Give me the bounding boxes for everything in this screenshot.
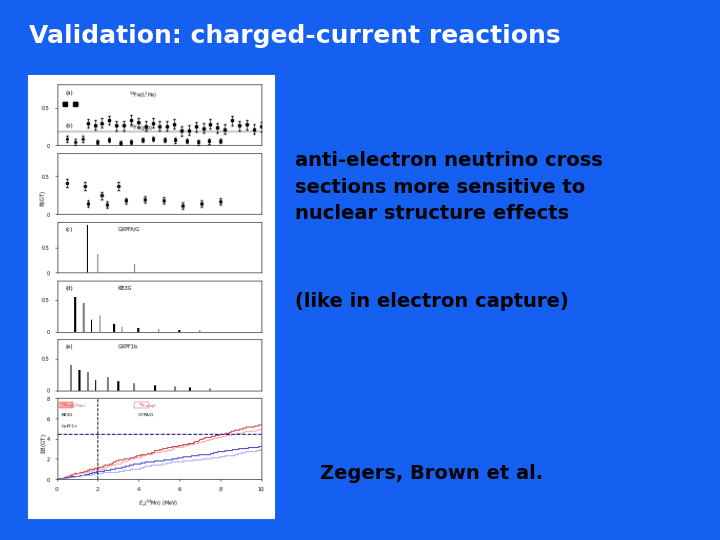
Text: Zegers, Brown et al.: Zegers, Brown et al.	[320, 464, 544, 483]
Text: (like in electron capture): (like in electron capture)	[295, 292, 569, 310]
Text: Validation: charged-current reactions: Validation: charged-current reactions	[29, 24, 560, 48]
Text: anti-electron neutrino cross
sections more sensitive to
nuclear structure effect: anti-electron neutrino cross sections mo…	[295, 151, 603, 223]
